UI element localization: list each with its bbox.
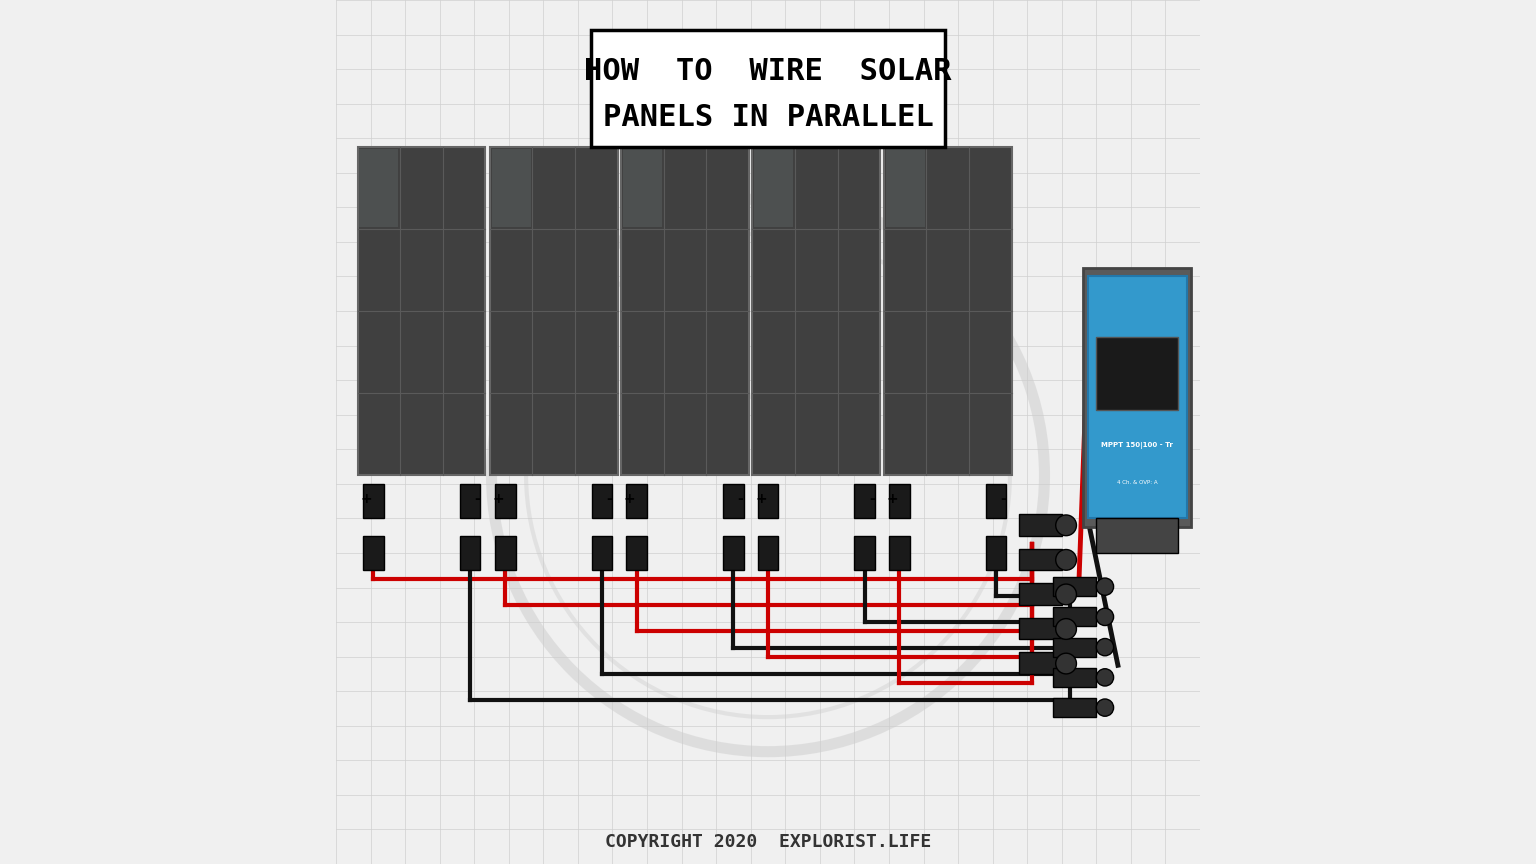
FancyBboxPatch shape (591, 30, 945, 147)
Bar (358, 147, 485, 475)
Text: MPPT 150|100 - Tr: MPPT 150|100 - Tr (1101, 442, 1174, 449)
Bar (624, 149, 662, 227)
Bar (1018, 549, 1061, 570)
Text: +: + (361, 492, 372, 506)
Bar (627, 484, 647, 518)
Text: +: + (756, 492, 766, 506)
Bar (459, 536, 481, 570)
Bar (753, 147, 880, 475)
Bar (1018, 514, 1061, 536)
Circle shape (1097, 669, 1114, 686)
Text: -: - (475, 492, 479, 506)
Bar (359, 149, 398, 227)
Circle shape (1097, 699, 1114, 716)
Text: +: + (886, 492, 899, 506)
Text: 4 Ch. & OVP: A: 4 Ch. & OVP: A (1117, 480, 1158, 485)
Circle shape (1055, 619, 1077, 639)
Text: -: - (869, 492, 874, 506)
Bar (1018, 652, 1061, 674)
Bar (495, 484, 516, 518)
Bar (591, 536, 613, 570)
Bar (1054, 607, 1097, 626)
Bar (723, 484, 743, 518)
Bar (1097, 518, 1178, 553)
Circle shape (1055, 584, 1077, 605)
Text: +: + (624, 492, 636, 506)
Bar (1083, 268, 1192, 527)
Bar (986, 484, 1006, 518)
Text: PANELS IN PARALLEL: PANELS IN PARALLEL (602, 103, 934, 132)
Bar (1018, 583, 1061, 605)
Circle shape (1055, 550, 1077, 570)
Circle shape (1097, 638, 1114, 656)
Bar (1054, 638, 1097, 657)
Text: COPYRIGHT 2020  EXPLORIST.LIFE: COPYRIGHT 2020 EXPLORIST.LIFE (605, 834, 931, 851)
Bar (1087, 276, 1187, 518)
Bar (627, 536, 647, 570)
Bar (459, 484, 481, 518)
Bar (889, 484, 909, 518)
Text: HOW  TO  WIRE  SOLAR: HOW TO WIRE SOLAR (584, 56, 952, 86)
Bar (986, 536, 1006, 570)
Bar (1054, 698, 1097, 717)
Circle shape (1055, 515, 1077, 536)
Text: -: - (737, 492, 743, 506)
Circle shape (1055, 653, 1077, 674)
Bar (757, 536, 779, 570)
Text: -: - (607, 492, 611, 506)
Bar (757, 484, 779, 518)
Bar (885, 149, 925, 227)
Bar (362, 484, 384, 518)
Text: ·LIFE·: ·LIFE· (713, 435, 823, 464)
Bar (621, 147, 750, 475)
Bar (1054, 668, 1097, 687)
Bar (754, 149, 793, 227)
Circle shape (1097, 578, 1114, 595)
Circle shape (1097, 608, 1114, 626)
Bar (1054, 577, 1097, 596)
Bar (1018, 618, 1061, 639)
Bar (362, 536, 384, 570)
Bar (883, 147, 1012, 475)
Bar (492, 149, 531, 227)
Bar (1097, 337, 1178, 410)
Bar (591, 484, 613, 518)
Text: +: + (493, 492, 504, 506)
Text: EXPLORIST: EXPLORIST (664, 370, 872, 408)
Bar (495, 536, 516, 570)
Text: -: - (1000, 492, 1006, 506)
Bar (889, 536, 909, 570)
Bar (854, 536, 876, 570)
Bar (723, 536, 743, 570)
Bar (490, 147, 617, 475)
Bar (854, 484, 876, 518)
